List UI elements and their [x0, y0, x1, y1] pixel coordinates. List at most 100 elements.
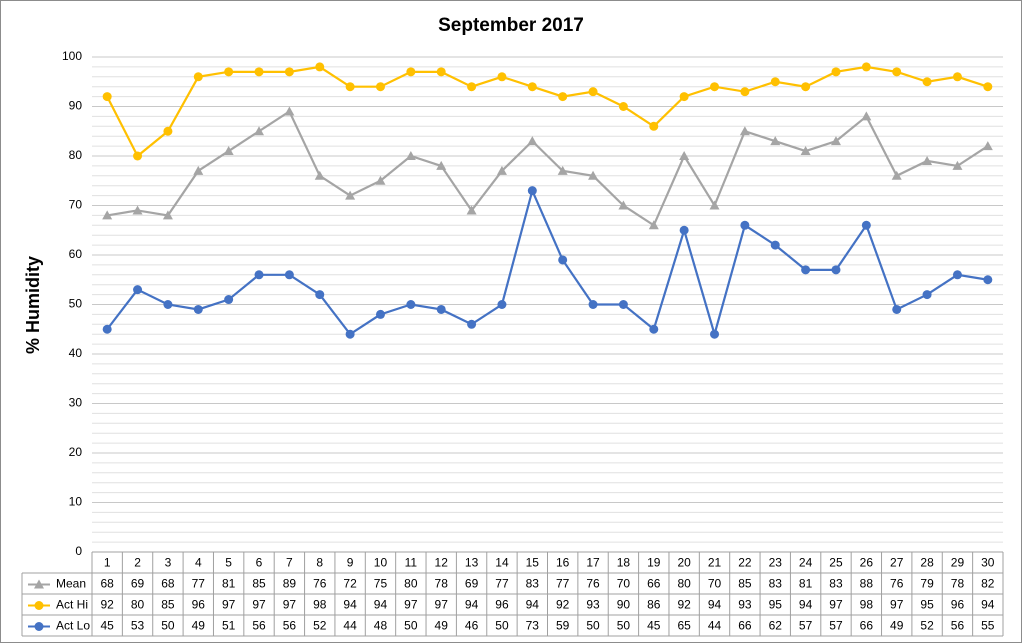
x-tick-label: 21 — [708, 556, 722, 570]
marker — [284, 67, 294, 77]
table-value: 94 — [708, 598, 722, 612]
marker — [102, 210, 113, 220]
marker — [952, 160, 963, 170]
marker — [406, 300, 416, 309]
marker — [740, 220, 750, 230]
marker — [861, 62, 871, 72]
marker — [740, 87, 750, 97]
table-value: 44 — [708, 619, 722, 633]
table-value: 96 — [192, 598, 206, 612]
table-value: 83 — [769, 577, 783, 591]
x-tick-label: 5 — [225, 556, 232, 570]
table-value: 44 — [343, 619, 357, 633]
table-value: 81 — [222, 577, 236, 591]
table-value: 93 — [738, 598, 752, 612]
table-value: 97 — [283, 598, 297, 612]
table-value: 45 — [101, 619, 115, 633]
legend-label: Act Hi — [56, 598, 88, 612]
table-value: 45 — [647, 619, 661, 633]
table-value: 97 — [404, 598, 418, 612]
table-value: 52 — [313, 619, 327, 633]
table-value: 97 — [252, 598, 266, 612]
marker — [588, 87, 598, 97]
marker — [801, 82, 811, 92]
x-tick-label: 12 — [435, 556, 449, 570]
marker — [618, 300, 628, 309]
x-tick-label: 22 — [738, 556, 752, 570]
marker — [34, 601, 44, 610]
table-value: 85 — [161, 598, 175, 612]
table-value: 49 — [435, 619, 449, 633]
table-value: 96 — [951, 598, 965, 612]
marker — [345, 329, 355, 339]
x-tick-label: 7 — [286, 556, 293, 570]
table-value: 46 — [465, 619, 479, 633]
table-value: 85 — [252, 577, 266, 591]
table-value: 72 — [343, 577, 357, 591]
marker — [102, 92, 112, 102]
table-value: 89 — [283, 577, 297, 591]
table-value: 66 — [860, 619, 874, 633]
marker — [558, 255, 568, 265]
marker — [679, 225, 689, 235]
marker — [496, 165, 507, 175]
table-value: 75 — [374, 577, 388, 591]
table-value: 76 — [890, 577, 904, 591]
table-value: 86 — [647, 598, 661, 612]
x-tick-label: 23 — [769, 556, 783, 570]
marker — [952, 270, 962, 280]
marker — [831, 67, 841, 77]
marker — [405, 151, 416, 160]
marker — [527, 82, 537, 92]
marker — [436, 67, 446, 77]
marker — [223, 146, 234, 156]
marker — [922, 155, 933, 165]
table-value: 98 — [860, 598, 874, 612]
marker — [224, 295, 234, 305]
y-tick-label: 30 — [69, 396, 83, 410]
marker — [284, 106, 295, 116]
table-value: 69 — [465, 577, 479, 591]
table-value: 56 — [252, 619, 266, 633]
table-value: 97 — [829, 598, 843, 612]
marker — [163, 300, 173, 309]
y-tick-label: 80 — [69, 148, 83, 162]
marker — [133, 151, 143, 161]
legend-label: Mean — [56, 577, 86, 591]
x-tick-label: 26 — [860, 556, 874, 570]
x-tick-label: 2 — [134, 556, 141, 570]
marker — [892, 67, 902, 77]
marker — [679, 92, 689, 102]
table-value: 83 — [526, 577, 540, 591]
table-value: 70 — [617, 577, 631, 591]
table-value: 83 — [829, 577, 843, 591]
marker — [314, 170, 325, 180]
x-tick-label: 14 — [495, 556, 509, 570]
y-tick-label: 50 — [69, 297, 83, 311]
x-tick-label: 10 — [374, 556, 388, 570]
marker — [497, 300, 507, 309]
x-tick-label: 3 — [165, 556, 172, 570]
table-value: 85 — [738, 577, 752, 591]
table-value: 50 — [586, 619, 600, 633]
table-value: 70 — [708, 577, 722, 591]
series-line — [106, 65, 989, 158]
marker — [375, 175, 386, 185]
table-value: 96 — [495, 598, 509, 612]
marker — [467, 319, 477, 329]
x-tick-label: 13 — [465, 556, 479, 570]
legend-label: Act Lo — [56, 619, 90, 633]
y-tick-label: 70 — [69, 198, 83, 212]
table-value: 93 — [586, 598, 600, 612]
x-tick-label: 27 — [890, 556, 904, 570]
table-value: 66 — [738, 619, 752, 633]
marker — [588, 170, 599, 180]
chart-title: September 2017 — [438, 15, 584, 36]
table-value: 51 — [222, 619, 236, 633]
marker — [34, 579, 44, 589]
marker — [922, 77, 932, 87]
table-value: 48 — [374, 619, 388, 633]
x-tick-label: 15 — [526, 556, 540, 570]
marker — [800, 146, 811, 156]
